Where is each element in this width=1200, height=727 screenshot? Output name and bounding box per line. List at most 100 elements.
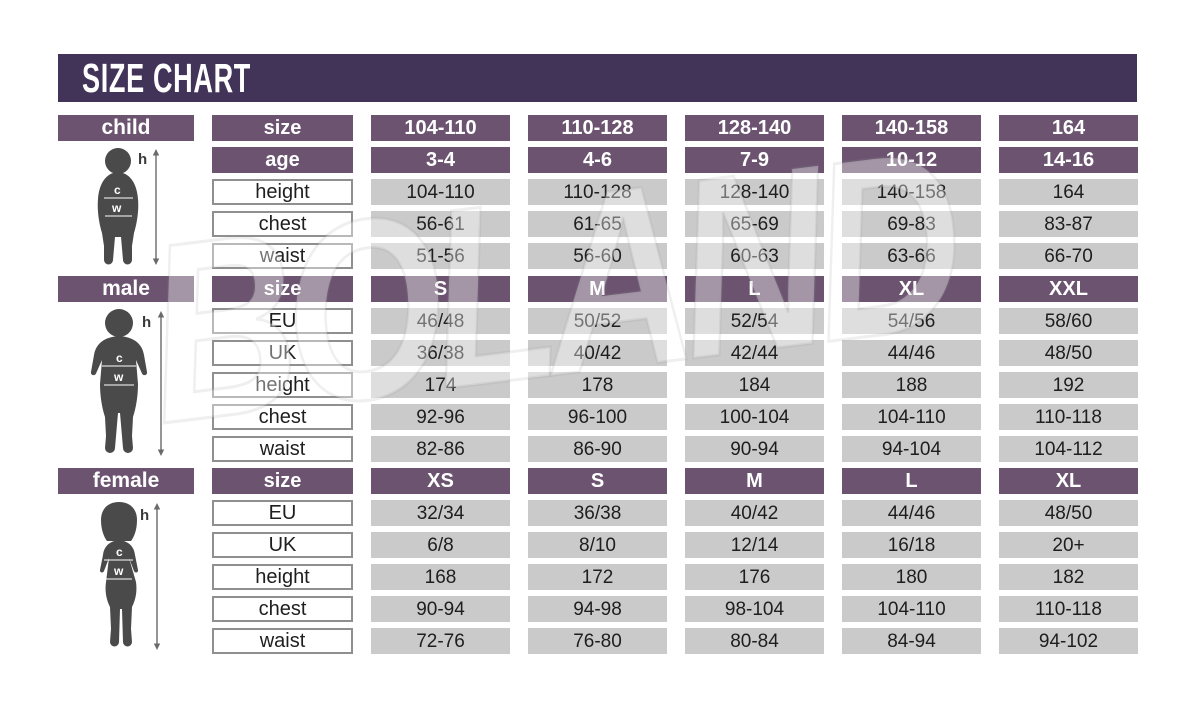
value-cell: 140-158 bbox=[842, 179, 981, 205]
value-cell: 54/56 bbox=[842, 308, 981, 334]
row-label-cell: EU bbox=[212, 308, 353, 334]
value-cell: 48/50 bbox=[999, 500, 1138, 526]
male-figure-icon: h c w bbox=[90, 309, 165, 456]
h-label: h bbox=[140, 507, 149, 524]
section-female: female h c w size XS S M L XL EU 32/34 36/38 40/4… bbox=[58, 468, 1138, 654]
value-cell: 164 bbox=[999, 179, 1138, 205]
value-cell: 8/10 bbox=[528, 532, 667, 558]
section-child: child h c w size 104-110 110-128 128-140 140… bbox=[58, 115, 1138, 269]
value-cell: 104-110 bbox=[371, 179, 510, 205]
value-cell: 96-100 bbox=[528, 404, 667, 430]
value-cell: 36/38 bbox=[371, 340, 510, 366]
header-value-cell: XS bbox=[371, 468, 510, 494]
value-cell: 90-94 bbox=[685, 436, 824, 462]
male-figure: h c w bbox=[58, 308, 194, 462]
value-cell: 84-94 bbox=[842, 628, 981, 654]
value-cell: 40/42 bbox=[528, 340, 667, 366]
value-cell: 110-118 bbox=[999, 404, 1138, 430]
header-value-cell: S bbox=[528, 468, 667, 494]
w-label: w bbox=[113, 564, 124, 578]
header-label-cell: size bbox=[212, 276, 353, 302]
value-cell: 6/8 bbox=[371, 532, 510, 558]
value-cell: 192 bbox=[999, 372, 1138, 398]
value-cell: 63-66 bbox=[842, 243, 981, 269]
value-cell: 100-104 bbox=[685, 404, 824, 430]
header-value-cell: L bbox=[842, 468, 981, 494]
section-label-female: female bbox=[58, 468, 194, 494]
value-cell: 110-118 bbox=[999, 596, 1138, 622]
row-label-cell: height bbox=[212, 564, 353, 590]
value-cell: 80-84 bbox=[685, 628, 824, 654]
value-cell: 86-90 bbox=[528, 436, 667, 462]
value-cell: 60-63 bbox=[685, 243, 824, 269]
row-label-cell: waist bbox=[212, 628, 353, 654]
header-value-cell: S bbox=[371, 276, 510, 302]
header-value-cell: 10-12 bbox=[842, 147, 981, 173]
row-label-cell: chest bbox=[212, 404, 353, 430]
value-cell: 65-69 bbox=[685, 211, 824, 237]
page-title: SIZE CHART bbox=[82, 54, 251, 101]
header-value-cell: XL bbox=[842, 276, 981, 302]
value-cell: 110-128 bbox=[528, 179, 667, 205]
header-value-cell: 110-128 bbox=[528, 115, 667, 141]
row-label-cell: height bbox=[212, 372, 353, 398]
row-label-cell: chest bbox=[212, 211, 353, 237]
header-label-cell: age bbox=[212, 147, 353, 173]
value-cell: 66-70 bbox=[999, 243, 1138, 269]
header-value-cell: 128-140 bbox=[685, 115, 824, 141]
header-value-cell: 140-158 bbox=[842, 115, 981, 141]
value-cell: 176 bbox=[685, 564, 824, 590]
value-cell: 182 bbox=[999, 564, 1138, 590]
row-label-cell: UK bbox=[212, 340, 353, 366]
child-figure-icon: h c w bbox=[97, 148, 160, 265]
h-label: h bbox=[138, 151, 147, 168]
value-cell: 76-80 bbox=[528, 628, 667, 654]
value-cell: 44/46 bbox=[842, 340, 981, 366]
header-value-cell: L bbox=[685, 276, 824, 302]
section-label-child: child bbox=[58, 115, 194, 141]
female-figure-icon: h c w bbox=[99, 502, 161, 650]
row-label-cell: height bbox=[212, 179, 353, 205]
value-cell: 46/48 bbox=[371, 308, 510, 334]
section-label-male: male bbox=[58, 276, 194, 302]
row-label-cell: EU bbox=[212, 500, 353, 526]
value-cell: 172 bbox=[528, 564, 667, 590]
value-cell: 40/42 bbox=[685, 500, 824, 526]
value-cell: 12/14 bbox=[685, 532, 824, 558]
w-label: w bbox=[113, 370, 124, 384]
value-cell: 83-87 bbox=[999, 211, 1138, 237]
value-cell: 168 bbox=[371, 564, 510, 590]
value-cell: 104-112 bbox=[999, 436, 1138, 462]
value-cell: 56-61 bbox=[371, 211, 510, 237]
value-cell: 48/50 bbox=[999, 340, 1138, 366]
c-label: c bbox=[114, 183, 121, 197]
value-cell: 52/54 bbox=[685, 308, 824, 334]
value-cell: 36/38 bbox=[528, 500, 667, 526]
row-label-cell: waist bbox=[212, 436, 353, 462]
value-cell: 56-60 bbox=[528, 243, 667, 269]
value-cell: 72-76 bbox=[371, 628, 510, 654]
value-cell: 94-102 bbox=[999, 628, 1138, 654]
female-figure: h c w bbox=[58, 500, 194, 654]
c-label: c bbox=[116, 545, 123, 559]
section-male: male h c w size S M L XL XXL EU 46/48 50/52 52/54… bbox=[58, 276, 1138, 462]
w-label: w bbox=[111, 201, 122, 215]
value-cell: 174 bbox=[371, 372, 510, 398]
value-cell: 178 bbox=[528, 372, 667, 398]
row-label-cell: chest bbox=[212, 596, 353, 622]
value-cell: 16/18 bbox=[842, 532, 981, 558]
value-cell: 42/44 bbox=[685, 340, 824, 366]
header-label-cell: size bbox=[212, 468, 353, 494]
value-cell: 104-110 bbox=[842, 404, 981, 430]
child-figure: h c w bbox=[58, 147, 194, 269]
value-cell: 61-65 bbox=[528, 211, 667, 237]
value-cell: 58/60 bbox=[999, 308, 1138, 334]
header-value-cell: 14-16 bbox=[999, 147, 1138, 173]
value-cell: 104-110 bbox=[842, 596, 981, 622]
row-label-cell: waist bbox=[212, 243, 353, 269]
value-cell: 188 bbox=[842, 372, 981, 398]
value-cell: 50/52 bbox=[528, 308, 667, 334]
value-cell: 44/46 bbox=[842, 500, 981, 526]
header-label-cell: size bbox=[212, 115, 353, 141]
